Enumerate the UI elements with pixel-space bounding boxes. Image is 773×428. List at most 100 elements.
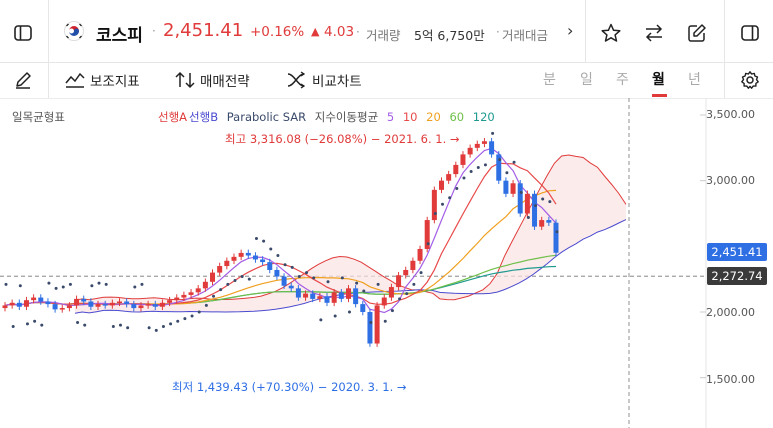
sar-dot (448, 196, 452, 200)
sar-dot (61, 285, 65, 289)
sar-dot (83, 323, 87, 327)
candle-body (310, 293, 316, 299)
candle-body (181, 294, 187, 298)
sar-dot (190, 314, 194, 318)
sar-dot (276, 254, 280, 258)
sar-dot (555, 230, 559, 234)
sar-dot (126, 326, 130, 330)
sar-dot (133, 285, 137, 289)
indicator-legend[interactable]: 선행A 선행B Parabolic SAR 지수이동평균 5 10 20 60 1… (158, 109, 500, 125)
sar-dot (25, 322, 29, 326)
sar-dot (18, 284, 22, 288)
sidebar-toggle-button[interactable] (10, 20, 36, 46)
candle-body (159, 302, 165, 307)
sar-dot (548, 200, 552, 204)
period-day[interactable]: 일 (580, 72, 593, 88)
sar-dot (405, 292, 409, 296)
high-annotation: 최고 3,316.08 (−26.08%) − 2021. 6. 1. → (225, 132, 460, 146)
sar-dot (33, 319, 37, 323)
candle-body (145, 304, 151, 306)
trade-strategy-button[interactable]: 매매전략 (174, 70, 250, 90)
candle-body (403, 269, 409, 276)
candle-body (245, 252, 251, 256)
sar-dot (169, 322, 173, 326)
candle-body (532, 193, 538, 227)
candle-body (467, 147, 473, 155)
candle-body (131, 304, 137, 309)
active-period-underline (652, 94, 667, 97)
candle-body (424, 220, 430, 249)
sar-dot (147, 326, 151, 330)
sar-dot (498, 158, 502, 162)
candle-body (353, 288, 359, 305)
candle-body (195, 288, 201, 293)
drawing-tool-button[interactable] (10, 67, 36, 93)
candle-body (23, 300, 29, 307)
price-chart[interactable]: 일목균형표 선행A 선행B Parabolic SAR 지수이동평균 5 10 2… (0, 98, 773, 428)
period-minute[interactable]: 분 (543, 72, 556, 88)
sar-dot (154, 328, 158, 332)
sar-dot (290, 265, 294, 269)
candle-body (489, 141, 495, 155)
candle-body (431, 189, 437, 221)
aux-indicator-button[interactable]: 보조지표 (64, 70, 140, 90)
favorite-button[interactable] (598, 20, 624, 46)
sar-dot (76, 321, 80, 325)
edit-button[interactable] (684, 20, 710, 46)
candle-body (331, 292, 337, 303)
settings-button[interactable] (737, 67, 763, 93)
candle-body (202, 281, 208, 289)
main-indicator-label[interactable]: 일목균형표 (12, 110, 65, 124)
volume-value: 5억 6,750만 (414, 28, 485, 43)
sar-dot (419, 271, 423, 275)
sar-dot (362, 289, 366, 293)
candle-body (439, 180, 445, 190)
candle-body (109, 302, 115, 306)
compare-chart-button[interactable]: 비교차트 (286, 70, 362, 90)
candle-body (152, 304, 158, 307)
candle-body (474, 143, 480, 148)
sar-dot (541, 197, 545, 201)
candle-body (9, 302, 15, 306)
sar-dot (283, 263, 287, 267)
candle-body (238, 252, 244, 257)
swap-button[interactable] (641, 20, 667, 46)
period-month[interactable]: 월 (652, 72, 665, 88)
compare-cross-icon (287, 71, 306, 89)
sar-dot (347, 310, 351, 314)
current-price-tag: 2,451.41 (707, 243, 767, 261)
sar-dot (333, 314, 337, 318)
y-tick-2000: 2,000.00 (706, 306, 755, 319)
chevron-right-icon[interactable]: › (567, 21, 574, 40)
sar-dot (326, 280, 330, 284)
candle-body (188, 292, 194, 295)
candle-body (31, 297, 37, 301)
candle-body (345, 288, 351, 299)
candle-body (460, 154, 466, 165)
sar-dot (219, 288, 223, 292)
separator-dot: · (496, 25, 500, 39)
candle-body (81, 298, 87, 302)
candle-body (553, 222, 559, 253)
candle-body (317, 296, 323, 299)
candle-body (295, 288, 301, 298)
candle-body (524, 193, 530, 214)
period-year[interactable]: 년 (688, 72, 701, 88)
candle-body (338, 292, 344, 299)
sar-dot (118, 323, 122, 327)
chart-canvas[interactable] (0, 98, 773, 428)
index-name[interactable]: 코스피 (96, 26, 143, 46)
aux-indicator-label: 보조지표 (90, 74, 140, 90)
candle-body (546, 220, 552, 223)
candle-body (260, 259, 266, 263)
right-panel-toggle-button[interactable] (737, 20, 763, 46)
candle-body (267, 262, 273, 270)
period-week[interactable]: 주 (616, 72, 629, 88)
sar-dot (176, 319, 180, 323)
candle-body (88, 301, 94, 307)
sar-dot (519, 190, 523, 194)
sar-dot (254, 236, 258, 240)
separator-dot: · (356, 25, 360, 39)
buy-sell-arrows-icon (175, 71, 195, 89)
sidebar-panel-icon (14, 25, 32, 41)
